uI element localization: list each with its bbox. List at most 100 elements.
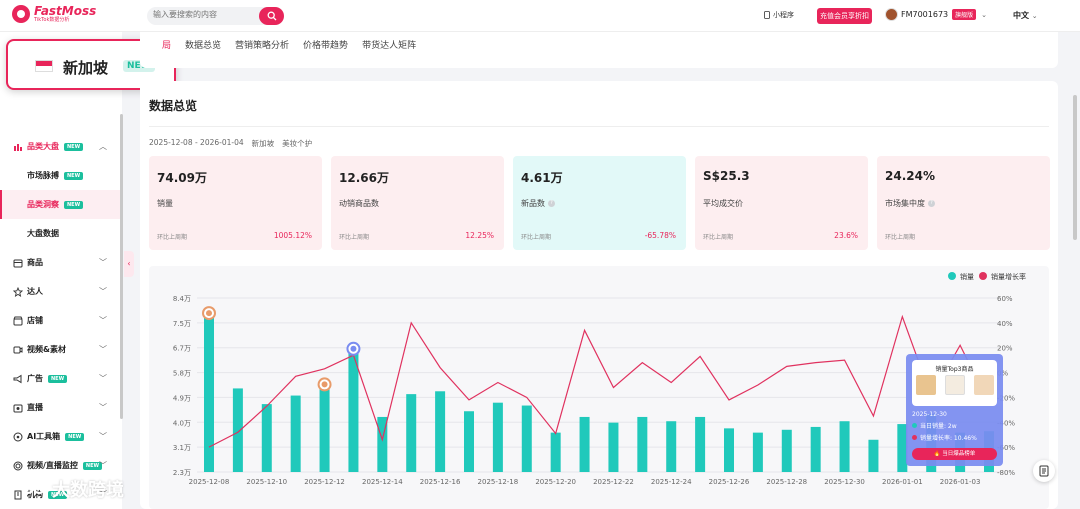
product-thumbnail[interactable]: [974, 375, 994, 395]
divider: [149, 126, 1049, 127]
sidebar-subitem-market-data[interactable]: 大盘数据: [0, 219, 120, 248]
language-switch[interactable]: 中文 ⌄: [1013, 10, 1038, 21]
kpi-cards: 74.09万 销量 环比上周期 1005.12% 12.66万 动销商品数 环比…: [149, 156, 1050, 250]
tooltip-growth-row: 销量增长率: 10.46%: [912, 433, 977, 442]
sidebar-item-ai-tools[interactable]: AI工具箱 NEW ﹀: [0, 422, 120, 451]
sidebar-item-label: 商品: [27, 258, 43, 267]
kpi-compare-label: 环比上周期: [703, 234, 734, 241]
mini-program-link[interactable]: 小程序: [764, 10, 794, 20]
sidebar-item-label: 直播: [27, 403, 43, 412]
hot-products-list-button[interactable]: 🔥 当日爆品榜单: [912, 448, 997, 460]
y-tick-label-left: 5.8万: [173, 370, 191, 378]
sidebar-item-label: 店铺: [27, 316, 43, 325]
bar: [724, 428, 734, 472]
sidebar-item-ads[interactable]: 广告 NEW ﹀: [0, 364, 120, 393]
kpi-card-concentration[interactable]: 24.24% 市场集中度? 环比上周期: [877, 156, 1050, 250]
x-tick-label: 2026-01-01: [882, 478, 923, 486]
growth-dot-icon: [912, 435, 917, 440]
bar: [579, 416, 590, 472]
avatar: [885, 8, 898, 21]
search-input[interactable]: [153, 10, 253, 19]
y-tick-label-left: 2.3万: [173, 469, 191, 477]
tab-price-band-trend[interactable]: 价格带趋势: [303, 41, 349, 51]
kpi-card-active-products[interactable]: 12.66万 动销商品数 环比上周期 12.25%: [331, 156, 504, 250]
sidebar-item-video[interactable]: 视频&素材 ﹀: [0, 335, 120, 364]
y-tick-label-right: -20%: [997, 394, 1015, 402]
bar: [781, 429, 792, 472]
sidebar-scrollbar[interactable]: [120, 114, 123, 419]
sidebar-collapse-button[interactable]: ‹: [124, 251, 134, 277]
tab-marketing-strategy[interactable]: 营销策略分析: [235, 41, 290, 51]
logo-subtitle: TikTok数据分析: [34, 17, 70, 23]
help-icon[interactable]: ?: [928, 200, 935, 207]
product-thumbnail[interactable]: [945, 375, 965, 395]
sidebar-item-product[interactable]: 商品 ﹀: [0, 248, 120, 277]
page-scrollbar[interactable]: [1073, 95, 1077, 240]
fastmoss-logo[interactable]: FastMoss TikTok数据分析: [12, 5, 96, 23]
kpi-value: 24.24%: [885, 169, 935, 183]
search-button[interactable]: [259, 7, 284, 25]
sidebar-item-label: 大盘数据: [27, 229, 59, 238]
vip-recharge-button[interactable]: 充值会员享折扣: [817, 8, 872, 24]
tooltip-date: 2025-12-30: [912, 411, 947, 418]
new-badge: NEW: [64, 200, 84, 209]
x-tick-label: 2025-12-24: [651, 478, 692, 486]
bar: [348, 352, 359, 472]
kpi-value: 12.66万: [339, 171, 389, 185]
help-icon[interactable]: ?: [548, 200, 555, 207]
tab-creator-matrix[interactable]: 带货达人矩阵: [362, 41, 417, 51]
chevron-down-icon: ﹀: [99, 316, 107, 325]
chevron-down-icon: ⌄: [1031, 12, 1038, 20]
kpi-card-new-products[interactable]: 4.61万 新品数? 环比上周期 -65.78%: [513, 156, 686, 250]
y-tick-label-left: 4.9万: [173, 394, 191, 402]
kpi-card-sales[interactable]: 74.09万 销量 环比上周期 1005.12%: [149, 156, 322, 250]
page-title: 数据总览: [149, 99, 198, 113]
kpi-change: -65.78%: [644, 231, 676, 240]
y-tick-label-left: 8.4万: [173, 295, 191, 303]
bar: [637, 416, 648, 472]
x-tick-label: 2025-12-18: [478, 478, 519, 486]
bar: [608, 422, 619, 472]
feedback-button[interactable]: [1033, 460, 1055, 482]
x-tick-label: 2025-12-30: [824, 478, 865, 486]
y-tick-label-right: -40%: [997, 419, 1015, 427]
username: FM7001673: [901, 10, 949, 19]
sidebar-item-agency[interactable]: 机构 NEW ﹀: [0, 480, 120, 509]
sidebar-item-label: 广告: [27, 374, 43, 383]
sidebar-subitem-market-pulse[interactable]: 市场脉搏 NEW: [0, 161, 120, 190]
y-tick-label-right: 20%: [997, 345, 1013, 353]
kpi-change: 23.6%: [834, 231, 858, 240]
document-icon: [1039, 465, 1049, 477]
kpi-change: 12.25%: [465, 231, 494, 240]
country-name: 新加坡: [63, 59, 109, 77]
kpi-label: 新品数?: [521, 198, 555, 209]
creator-icon: [13, 286, 23, 297]
bar: [666, 421, 677, 472]
x-tick-label: 2025-12-20: [535, 478, 576, 486]
y-tick-label-left: 3.1万: [173, 444, 191, 452]
product-thumbnail[interactable]: [916, 375, 936, 395]
sidebar-item-live[interactable]: 直播 ﹀: [0, 393, 120, 422]
tab-overview-partial[interactable]: 局: [162, 41, 172, 51]
y-tick-label-right: 40%: [997, 320, 1013, 328]
chevron-down-icon: ﹀: [99, 403, 107, 412]
x-tick-label: 2025-12-16: [420, 478, 461, 486]
date-range: 2025-12-08 - 2026-01-04: [149, 138, 244, 147]
sidebar-subitem-category-insight[interactable]: 品类洞察 NEW: [0, 190, 120, 219]
logo-name: FastMoss: [34, 4, 97, 18]
section-tabs: 局 数据总览 营销策略分析 价格带趋势 带货达人矩阵: [162, 38, 417, 51]
fire-icon: 🔥: [933, 451, 941, 457]
kpi-value: 74.09万: [157, 171, 207, 185]
user-menu[interactable]: FM7001673 旗舰版 ⌄: [885, 8, 987, 21]
ai-icon: [13, 432, 23, 441]
sidebar-item-shop[interactable]: 店铺 ﹀: [0, 306, 120, 335]
x-tick-label: 2025-12-10: [246, 478, 287, 486]
kpi-card-avg-price[interactable]: S$25.3 平均成交价 环比上周期 23.6%: [695, 156, 868, 250]
sidebar-item-category[interactable]: 品类大盘 NEW ︿: [0, 132, 120, 161]
chevron-down-icon: ﹀: [99, 461, 107, 470]
sidebar-item-monitor[interactable]: 视频/直播监控 NEW ﹀: [0, 451, 120, 480]
bar: [232, 388, 243, 472]
tab-data-overview[interactable]: 数据总览: [185, 41, 222, 51]
sidebar-item-creator[interactable]: 达人 ﹀: [0, 277, 120, 306]
y-tick-label-right: -60%: [997, 444, 1015, 452]
